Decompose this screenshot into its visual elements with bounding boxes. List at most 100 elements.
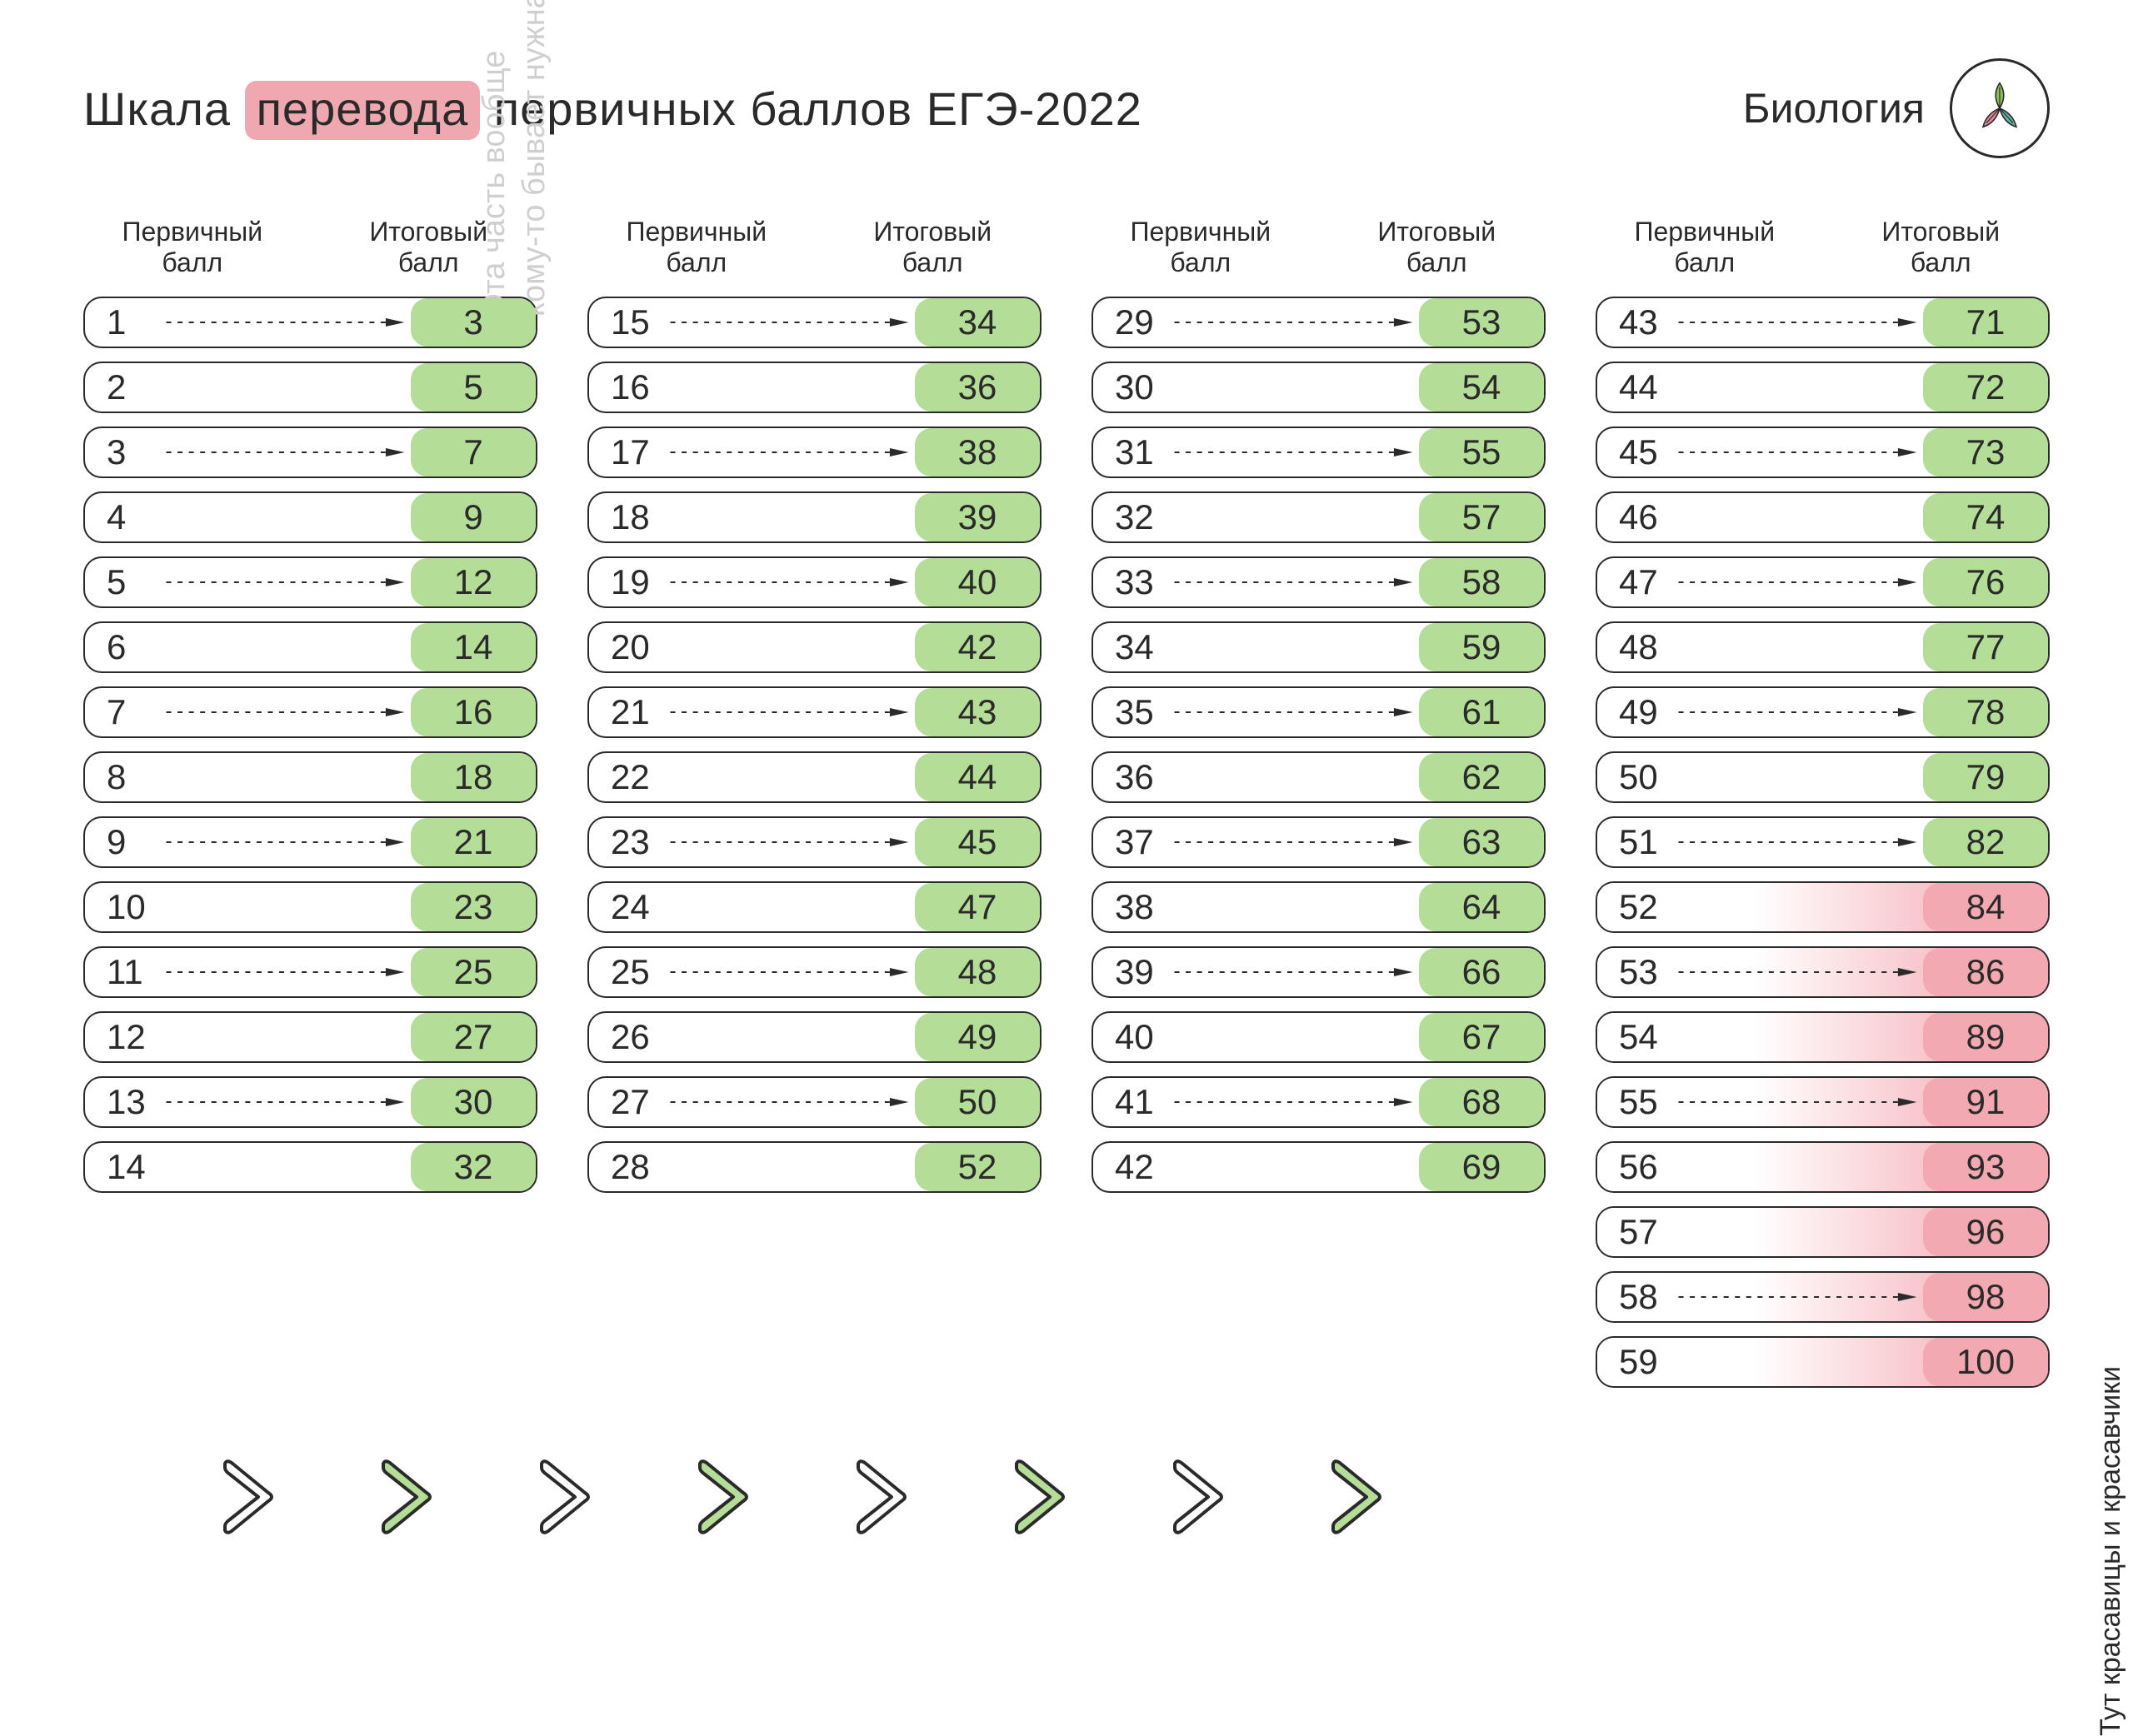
primary-score: 5 <box>85 562 160 602</box>
arrow-icon <box>664 1078 915 1126</box>
final-score-pill: 58 <box>1419 558 1544 606</box>
score-row: 1227 <box>83 1011 537 1063</box>
arrow-icon <box>1672 688 1923 736</box>
arrow-icon <box>664 883 915 931</box>
primary-score: 28 <box>589 1147 664 1187</box>
final-score-pill: 72 <box>1923 363 2048 412</box>
arrow-icon <box>1672 298 1923 347</box>
primary-score: 36 <box>1093 757 1168 797</box>
final-score-pill: 45 <box>915 818 1040 866</box>
arrow-icon <box>1672 1208 1923 1256</box>
score-row: 614 <box>83 621 537 673</box>
score-row: 58 98 <box>1596 1271 2050 1323</box>
arrow-icon <box>160 1143 411 1191</box>
final-score-pill: 25 <box>411 948 536 996</box>
arrow-icon <box>1168 753 1419 801</box>
score-row: 59100 <box>1596 1336 2050 1388</box>
primary-score: 52 <box>1597 887 1672 927</box>
primary-score: 44 <box>1597 367 1672 407</box>
arrow-icon <box>1168 1078 1419 1126</box>
arrow-icon <box>160 818 411 866</box>
final-score-pill: 59 <box>1419 623 1544 671</box>
arrow-icon <box>1672 1013 1923 1061</box>
score-row: 39 66 <box>1091 946 1546 998</box>
final-score-pill: 36 <box>915 363 1040 412</box>
final-score-pill: 7 <box>411 428 536 476</box>
score-row: 1023 <box>83 881 537 933</box>
primary-score: 12 <box>85 1017 160 1057</box>
primary-score: 27 <box>589 1082 664 1122</box>
arrow-icon <box>160 753 411 801</box>
arrow-icon <box>1168 1013 1419 1061</box>
arrow-icon <box>1168 363 1419 412</box>
arrow-icon <box>664 363 915 412</box>
score-row: 1839 <box>587 491 1042 543</box>
final-score-pill: 71 <box>1923 298 2048 347</box>
header-primary: Первичныйбалл <box>1091 217 1310 278</box>
arrow-icon <box>664 298 915 347</box>
score-row: 45 73 <box>1596 427 2050 478</box>
final-score-pill: 30 <box>411 1078 536 1126</box>
primary-score: 15 <box>589 302 664 342</box>
score-row: 5 12 <box>83 556 537 608</box>
header-final: Итоговыйбалл <box>823 217 1042 278</box>
header-primary: Первичныйбалл <box>587 217 806 278</box>
final-score-pill: 68 <box>1419 1078 1544 1126</box>
score-row: 9 21 <box>83 816 537 868</box>
primary-score: 57 <box>1597 1212 1672 1252</box>
chevron-icon <box>208 1451 292 1543</box>
primary-score: 35 <box>1093 692 1168 732</box>
primary-score: 3 <box>85 432 160 472</box>
score-row: 41 68 <box>1091 1076 1546 1128</box>
page-title: Шкала перевода первичных баллов ЕГЭ-2022 <box>83 82 1142 136</box>
arrow-icon <box>664 493 915 541</box>
primary-score: 8 <box>85 757 160 797</box>
header-primary: Первичныйбалл <box>1596 217 1814 278</box>
score-row: 47 76 <box>1596 556 2050 608</box>
final-score-pill: 53 <box>1419 298 1544 347</box>
primary-score: 24 <box>589 887 664 927</box>
score-row: 13 30 <box>83 1076 537 1128</box>
arrow-icon <box>664 753 915 801</box>
final-score-pill: 78 <box>1923 688 2048 736</box>
final-score-pill: 18 <box>411 753 536 801</box>
score-row: 1432 <box>83 1141 537 1193</box>
primary-score: 9 <box>85 822 160 862</box>
arrow-icon <box>160 428 411 476</box>
final-score-pill: 98 <box>1923 1273 2048 1321</box>
final-score-pill: 5 <box>411 363 536 412</box>
arrow-icon <box>160 948 411 996</box>
final-score-pill: 39 <box>915 493 1040 541</box>
primary-score: 50 <box>1597 757 1672 797</box>
score-row: 49 78 <box>1596 686 2050 738</box>
chevron-icon <box>525 1451 608 1543</box>
arrow-icon <box>1168 1143 1419 1191</box>
primary-score: 29 <box>1093 302 1168 342</box>
score-row: 44 72 <box>1596 362 2050 413</box>
score-row: 53 86 <box>1596 946 2050 998</box>
final-score-pill: 89 <box>1923 1013 2048 1061</box>
side-note-left: Эта часть вообще кому-то бывает нужна? <box>475 0 554 317</box>
arrow-icon <box>1168 948 1419 996</box>
subject-label: Биология <box>1743 84 1925 132</box>
subject-block: Биология <box>1743 58 2050 158</box>
final-score-pill: 64 <box>1419 883 1544 931</box>
chevron-icon <box>1158 1451 1241 1543</box>
header-final: Итоговыйбалл <box>1831 217 2050 278</box>
final-score-pill: 48 <box>915 948 1040 996</box>
arrow-icon <box>1168 883 1419 931</box>
final-score-pill: 91 <box>1923 1078 2048 1126</box>
arrow-icon <box>1672 948 1923 996</box>
primary-score: 7 <box>85 692 160 732</box>
final-score-pill: 79 <box>1923 753 2048 801</box>
score-row: 2447 <box>587 881 1042 933</box>
primary-score: 30 <box>1093 367 1168 407</box>
final-score-pill: 76 <box>1923 558 2048 606</box>
final-score-pill: 52 <box>915 1143 1040 1191</box>
final-score-pill: 73 <box>1923 428 2048 476</box>
arrow-icon <box>160 1078 411 1126</box>
primary-score: 17 <box>589 432 664 472</box>
primary-score: 45 <box>1597 432 1672 472</box>
column-headers: Первичныйбалл Итоговыйбалл <box>83 217 537 278</box>
primary-score: 37 <box>1093 822 1168 862</box>
